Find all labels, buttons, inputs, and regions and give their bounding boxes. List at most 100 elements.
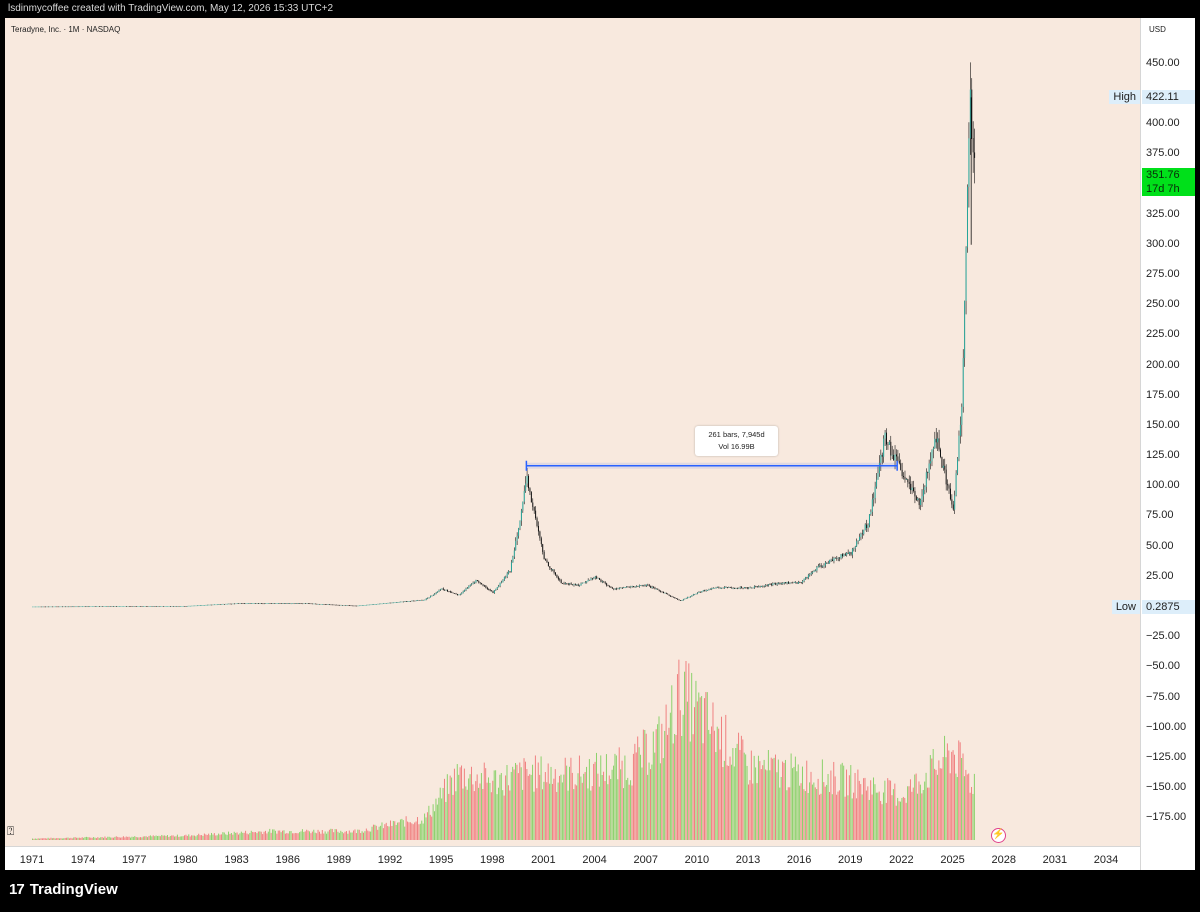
volume-bar	[130, 837, 132, 840]
volume-bar	[706, 692, 708, 840]
candle-body	[360, 605, 362, 607]
year-tick: 1989	[326, 854, 352, 866]
candle-body	[235, 603, 237, 605]
candle-body	[795, 582, 797, 583]
price-tick: −75.00	[1146, 690, 1180, 703]
candle-body	[202, 605, 204, 606]
candle-body	[910, 483, 912, 491]
candle-body	[175, 606, 177, 607]
candle-body	[760, 585, 762, 587]
candle-body	[401, 601, 403, 603]
candle-body	[790, 582, 792, 584]
candle-body	[206, 604, 208, 606]
volume-bar	[455, 791, 457, 840]
candle-body	[204, 605, 206, 606]
volume-bar	[844, 796, 846, 840]
candle-body	[644, 585, 646, 586]
volume-bar	[58, 838, 60, 840]
candle-body	[368, 604, 370, 606]
volume-bar	[929, 755, 931, 840]
volume-bar	[141, 837, 143, 840]
candle-body	[895, 454, 897, 457]
volume-bar	[158, 835, 160, 840]
volume-bar	[404, 826, 406, 840]
volume-bar	[115, 836, 117, 840]
candle-body	[549, 566, 551, 569]
candle-body	[724, 587, 726, 589]
candle-body	[883, 438, 885, 457]
volume-bar	[446, 774, 448, 840]
candle-body	[229, 603, 231, 605]
candle-body	[117, 606, 119, 607]
candle-body	[560, 580, 562, 583]
volume-bar	[804, 791, 806, 840]
volume-bar	[336, 829, 338, 840]
candle-body	[705, 590, 707, 591]
candle-body	[847, 552, 849, 554]
ruler-icon[interactable]: ⍰	[7, 824, 15, 838]
candle-body	[513, 550, 515, 557]
volume-bar	[941, 768, 943, 840]
volume-bar	[338, 832, 340, 840]
candle-body	[143, 606, 145, 607]
candle-body	[699, 591, 701, 593]
volume-bar	[132, 836, 134, 840]
candle-body	[526, 475, 528, 484]
price-scale[interactable]: USD 450.00400.00375.00350.00325.00300.00…	[1140, 18, 1195, 870]
lightning-icon[interactable]: ⚡	[991, 828, 1006, 843]
candle-body	[418, 600, 420, 601]
candle-body	[785, 582, 787, 584]
candle-body	[572, 584, 574, 586]
candle-body	[580, 583, 582, 586]
candle-body	[934, 438, 936, 449]
volume-bar	[257, 831, 259, 840]
candle-body	[253, 603, 255, 604]
volume-bar	[816, 789, 818, 840]
candle-body	[506, 573, 508, 577]
candle-body	[675, 598, 677, 599]
volume-bar	[118, 837, 120, 840]
candle-body	[135, 606, 137, 607]
candle-body	[472, 582, 474, 584]
year-tick: 1983	[224, 854, 249, 866]
candle-body	[125, 606, 127, 607]
volume-bar	[445, 801, 447, 840]
volume-bar	[148, 835, 150, 840]
volume-bar	[419, 823, 421, 840]
volume-bar	[229, 833, 231, 840]
candle-body	[347, 605, 349, 606]
candle-body	[948, 485, 950, 489]
price-tick: 150.00	[1146, 418, 1180, 431]
volume-bar	[608, 775, 610, 840]
volume-bar	[100, 837, 102, 840]
volume-bar	[917, 793, 919, 840]
candle-body	[887, 444, 889, 446]
candle-body	[428, 597, 430, 599]
candle-body	[944, 465, 946, 470]
volume-bar	[676, 674, 678, 840]
volume-bar	[907, 786, 909, 840]
candle-body	[884, 432, 886, 439]
candle-body	[876, 479, 878, 487]
candle-body	[692, 594, 694, 596]
volume-bar	[506, 764, 508, 840]
volume-bar	[188, 834, 190, 840]
candle-body	[363, 605, 365, 606]
volume-bar	[537, 762, 539, 840]
candle-body	[151, 606, 153, 607]
candle-body	[610, 586, 612, 588]
volume-bar	[868, 799, 870, 840]
candle-body	[236, 603, 238, 604]
chart-pane[interactable]: Teradyne, Inc. · 1M · NASDAQ 261 bars, 7…	[5, 18, 1140, 846]
candle-body	[763, 585, 765, 587]
volume-bar	[307, 830, 309, 840]
candle-body	[853, 548, 855, 549]
candle-body	[756, 586, 758, 588]
volume-bar	[669, 712, 671, 840]
candle-body	[276, 603, 278, 604]
time-axis[interactable]: 1971 1974 1977 1980 1983 1986 1989 1992 1995 1998…	[5, 846, 1140, 870]
volume-bar	[763, 759, 765, 840]
volume-bar	[573, 789, 575, 840]
volume-bar	[236, 832, 238, 840]
volume-bar	[88, 837, 90, 840]
